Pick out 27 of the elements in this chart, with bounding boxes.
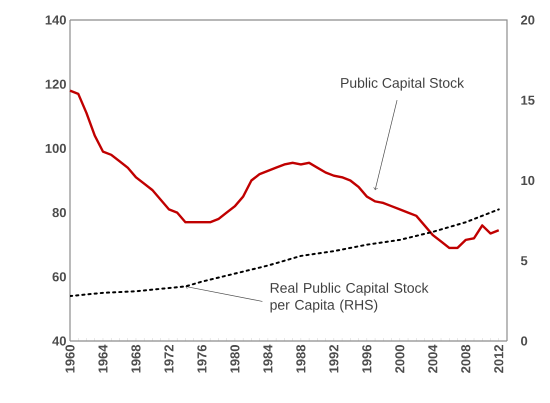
x-tick-label: 1976 bbox=[197, 344, 207, 373]
y2-tick-label: 15 bbox=[521, 96, 535, 105]
x-tick-label: 1992 bbox=[329, 345, 338, 373]
y2-tick-label: 20 bbox=[520, 15, 534, 25]
y-tick-label: 120 bbox=[46, 80, 66, 89]
y-tick-label: 140 bbox=[46, 15, 66, 25]
y-tick-label: 60 bbox=[52, 272, 66, 282]
annotation: Real Public Capital Stock per Capita (RHS) bbox=[270, 282, 429, 313]
y2-tick-label: 5 bbox=[520, 256, 528, 266]
x-tick-label: 1984 bbox=[263, 344, 272, 373]
x-tick-label: 2008 bbox=[461, 344, 470, 373]
x-tick-label: 2000 bbox=[395, 345, 404, 373]
y-tick-label: 40 bbox=[52, 336, 66, 346]
x-tick-label: 2012 bbox=[494, 345, 504, 373]
x-tick-label: 1960 bbox=[65, 345, 75, 373]
y-tick-label: 100 bbox=[46, 144, 66, 153]
y-tick-label: 80 bbox=[52, 208, 66, 218]
annotation: Public Capital Stock bbox=[341, 78, 464, 91]
x-tick-label: 1996 bbox=[362, 344, 372, 373]
x-tick-label: 1964 bbox=[98, 344, 108, 373]
x-tick-label: 1988 bbox=[296, 344, 306, 373]
x-tick-label: 1972 bbox=[164, 345, 174, 373]
x-tick-label: 2004 bbox=[428, 344, 438, 373]
x-tick-label: 1968 bbox=[131, 344, 141, 373]
x-tick-label: 1980 bbox=[230, 345, 240, 373]
y2-tick-label: 0 bbox=[521, 336, 528, 346]
y2-tick-label: 10 bbox=[521, 176, 534, 186]
